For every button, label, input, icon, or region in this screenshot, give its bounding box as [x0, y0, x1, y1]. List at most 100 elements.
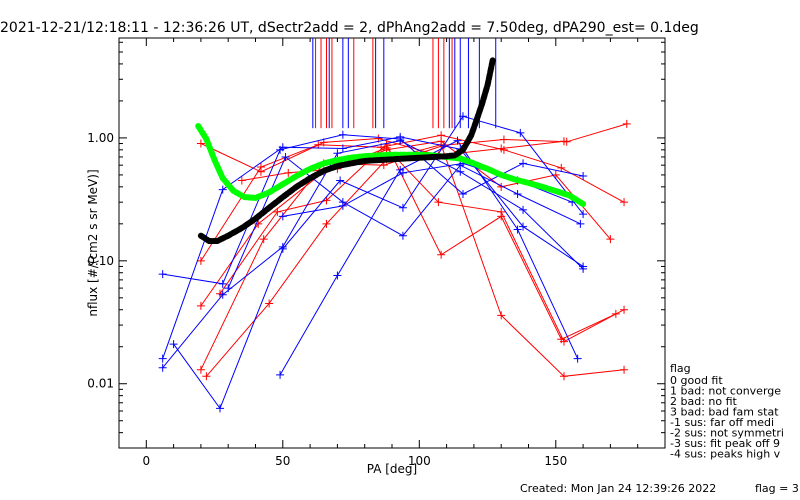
data-point — [559, 372, 568, 381]
flag-legend: flag 0 good fit 1 bad: not converge 2 ba… — [670, 362, 784, 461]
y-tick-label: 0.10 — [87, 254, 114, 268]
plot-frame — [118, 37, 666, 449]
data-point — [562, 137, 571, 146]
series-line — [219, 143, 617, 340]
legend-entry: 2 bad: no fit — [670, 395, 738, 408]
data-point — [322, 219, 331, 228]
vertical-markers — [312, 38, 497, 129]
data-point — [196, 139, 205, 148]
chart-title: 2021-12-21/12:18:11 - 12:36:26 UT, dSect… — [0, 20, 699, 36]
legend-entry: 0 good fit — [670, 374, 723, 387]
data-point — [273, 207, 282, 216]
data-point — [265, 299, 274, 308]
legend-entry: -3 sus: fit peak off 9 — [670, 437, 780, 450]
x-axis-label: PA [deg] — [367, 462, 417, 476]
series-line — [162, 136, 584, 359]
data-point — [453, 136, 462, 145]
legend-entry: 3 bad: bad fam stat — [670, 406, 779, 419]
x-tick-label: 0 — [142, 454, 150, 468]
legend-title: flag — [670, 362, 691, 375]
series-line — [162, 134, 584, 285]
data-point — [398, 168, 407, 177]
data-point — [158, 363, 167, 372]
data-point — [284, 168, 293, 177]
fit-curve — [197, 55, 496, 244]
data-point — [458, 112, 467, 121]
data-point — [579, 171, 588, 180]
data-point — [396, 136, 405, 145]
data-point — [196, 301, 205, 310]
data-point — [557, 163, 566, 172]
fit-curves — [195, 55, 587, 244]
data-point — [611, 309, 620, 318]
data-point — [606, 235, 615, 244]
data-point — [620, 198, 629, 207]
data-point — [278, 212, 287, 221]
legend-entry: 1 bad: not converge — [670, 385, 781, 398]
data-point — [314, 140, 323, 149]
data-point — [576, 219, 585, 228]
y-axis-label: nflux [#/(cm2 s sr MeV)] — [86, 169, 100, 316]
data-point — [398, 203, 407, 212]
data-point — [338, 201, 347, 210]
series-line — [173, 115, 584, 410]
data-point — [333, 271, 342, 280]
data-point — [519, 222, 528, 231]
series-line — [241, 140, 611, 240]
data-point — [256, 162, 265, 171]
data-point — [497, 212, 506, 221]
data-point — [224, 284, 233, 293]
series-line — [162, 140, 584, 369]
y-tick-label: 0.01 — [87, 377, 114, 391]
data-point — [336, 176, 345, 185]
data-point — [237, 176, 246, 185]
data-point — [516, 128, 525, 137]
x-tick-label: 100 — [408, 454, 431, 468]
data-point — [620, 305, 629, 314]
data-point — [158, 270, 167, 279]
data-point — [434, 198, 443, 207]
data-point — [499, 145, 508, 154]
data-point — [519, 159, 528, 168]
axes: 0 50 100 150 0.01 0.10 1.00 — [87, 38, 665, 468]
legend-entry: -1 sus: far off medi — [670, 416, 774, 429]
data-point — [437, 250, 446, 259]
x-tick-label: 150 — [544, 454, 567, 468]
data-point — [573, 354, 582, 363]
created-timestamp: Created: Mon Jan 24 12:39:26 2022 — [520, 482, 716, 495]
data-point — [497, 311, 506, 320]
data-point — [216, 404, 225, 413]
y-tick-label: 1.00 — [87, 131, 114, 145]
data-point — [513, 189, 522, 198]
data-point — [196, 256, 205, 265]
data-point — [276, 370, 285, 379]
data-point — [278, 244, 287, 253]
data-point — [519, 205, 528, 214]
data-point — [437, 137, 446, 146]
data-point — [196, 365, 205, 374]
data-point — [333, 149, 342, 158]
data-point — [281, 152, 290, 161]
fit-curve — [195, 123, 587, 207]
data-point — [458, 189, 467, 198]
data-point — [254, 219, 263, 228]
series-line — [227, 156, 581, 289]
data-point — [218, 185, 227, 194]
data-point — [513, 225, 522, 234]
data-point — [202, 372, 211, 381]
x-tick-label: 50 — [275, 454, 290, 468]
data-point — [158, 354, 167, 363]
data-point — [218, 279, 227, 288]
data-point — [218, 290, 227, 299]
data-point — [499, 135, 508, 144]
data-point — [278, 143, 287, 152]
data-point — [338, 130, 347, 139]
data-point — [579, 264, 588, 273]
data-point — [620, 365, 629, 374]
flag-value: flag = 3 — [755, 482, 799, 495]
data-point — [169, 340, 178, 349]
data-point — [622, 119, 631, 128]
data-series — [158, 112, 631, 413]
data-point — [398, 231, 407, 240]
